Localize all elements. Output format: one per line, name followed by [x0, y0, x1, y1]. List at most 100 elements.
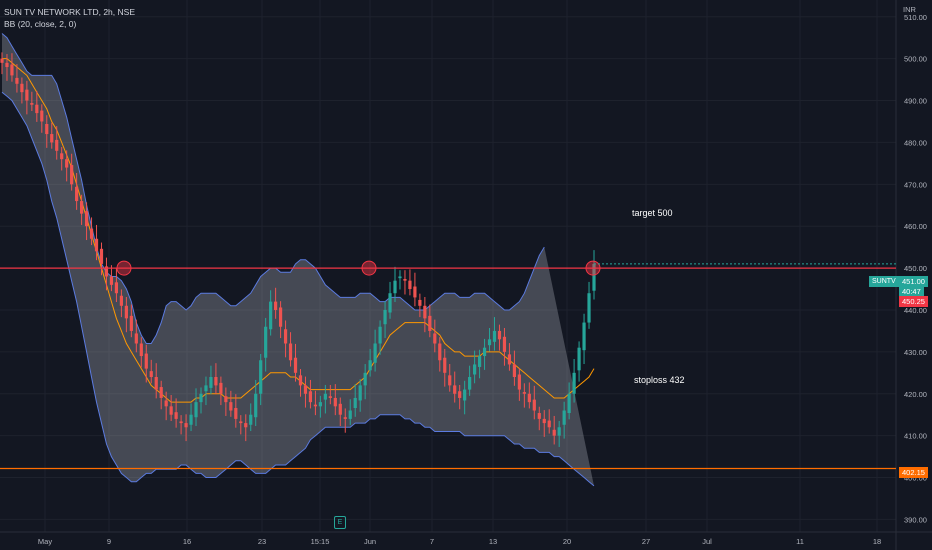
bb-basis-tag: 450.25 — [899, 296, 928, 307]
candle-body — [477, 356, 482, 367]
candle-body — [278, 307, 283, 327]
candle-body — [303, 385, 308, 394]
candle-body — [448, 375, 452, 386]
target-annotation[interactable]: target 500 — [632, 208, 673, 218]
candle-body — [592, 263, 596, 291]
candle-body — [323, 393, 327, 400]
y-tick-label: 450.00 — [904, 264, 927, 273]
candle-body — [283, 329, 288, 344]
candle-body — [522, 392, 526, 394]
candle-body — [30, 103, 34, 105]
x-tick-label: 15:15 — [311, 537, 330, 546]
candle-body — [139, 343, 143, 357]
candle-body — [587, 293, 591, 323]
last-price-tag: 451.00 — [899, 276, 928, 287]
candle-body — [79, 201, 84, 214]
candle-body — [388, 293, 392, 313]
candle-body — [418, 299, 422, 306]
candle-body — [368, 360, 372, 371]
candle-body — [204, 385, 208, 392]
touch-marker — [361, 260, 377, 276]
x-tick-label: 20 — [563, 537, 571, 546]
candle-body — [557, 427, 561, 436]
candle-body — [363, 372, 367, 386]
currency-label: INR — [903, 5, 916, 14]
stoploss-annotation[interactable]: stoploss 432 — [634, 375, 685, 385]
candle-body — [438, 343, 442, 361]
candle-body — [269, 301, 273, 330]
candle-body — [119, 295, 123, 306]
candle-body — [413, 286, 417, 298]
candle-body — [229, 402, 233, 411]
candle-body — [497, 330, 502, 340]
x-tick-label: 16 — [183, 537, 191, 546]
candle-body — [482, 347, 487, 357]
candle-body — [423, 305, 427, 319]
candle-body — [547, 420, 551, 428]
candle-body — [443, 357, 447, 373]
candle-body — [144, 353, 148, 369]
candle-body — [293, 357, 298, 373]
candle-body — [244, 423, 248, 428]
candle-body — [408, 280, 412, 290]
candle-body — [343, 417, 347, 419]
candle-body — [224, 396, 228, 403]
x-tick-label: Jun — [364, 537, 376, 546]
symbol-tag: SUNTV — [869, 276, 899, 287]
candle-body — [5, 62, 9, 68]
candle-body — [94, 238, 99, 252]
candle-body — [348, 410, 352, 419]
candle-body — [308, 391, 313, 403]
candle-body — [194, 402, 198, 418]
candle-body — [264, 326, 268, 358]
candle-body — [254, 393, 258, 418]
candle-body — [567, 393, 571, 414]
candle-body — [0, 58, 4, 63]
candle-body — [458, 391, 462, 398]
earnings-icon[interactable]: E — [334, 516, 346, 529]
candle-body — [259, 360, 263, 394]
y-tick-label: 390.00 — [904, 515, 927, 524]
candle-body — [55, 139, 59, 151]
candle-body — [527, 393, 531, 403]
candle-body — [234, 408, 238, 419]
x-tick-label: 9 — [107, 537, 111, 546]
candle-body — [199, 393, 203, 403]
bb-band-fill — [2, 33, 594, 486]
candle-body — [15, 77, 19, 84]
candle-body — [89, 228, 94, 239]
y-tick-label: 480.00 — [904, 138, 927, 147]
y-tick-label: 500.00 — [904, 55, 927, 64]
candle-body — [373, 343, 377, 363]
candle-body — [99, 248, 104, 264]
candle-body — [492, 330, 497, 342]
candle-body — [214, 377, 218, 386]
x-tick-label: 13 — [489, 537, 497, 546]
candle-body — [338, 403, 342, 415]
candle-body — [453, 385, 457, 394]
candle-body — [84, 211, 89, 227]
x-tick-label: 11 — [796, 537, 804, 546]
candle-body — [318, 402, 322, 407]
candle-body — [532, 399, 536, 411]
candle-body — [288, 343, 293, 361]
candle-body — [219, 382, 223, 394]
symbol-title: SUN TV NETWORK LTD, 2h, NSE — [4, 7, 135, 17]
support-price-tag: 402.15 — [899, 467, 928, 478]
y-tick-label: 510.00 — [904, 13, 927, 22]
chart-legend: SUN TV NETWORK LTD, 2h, NSE BB (20, clos… — [4, 6, 135, 30]
candle-body — [403, 278, 407, 281]
candle-body — [70, 165, 74, 185]
y-tick-label: 490.00 — [904, 97, 927, 106]
y-tick-label: 420.00 — [904, 390, 927, 399]
candle-body — [358, 385, 362, 401]
candle-body — [65, 159, 69, 168]
candle-body — [507, 354, 512, 365]
candle-body — [333, 397, 337, 407]
candle-body — [552, 429, 556, 436]
candle-body — [249, 414, 253, 425]
candle-body — [50, 134, 54, 143]
candle-body — [378, 326, 382, 344]
candle-body — [393, 280, 397, 294]
